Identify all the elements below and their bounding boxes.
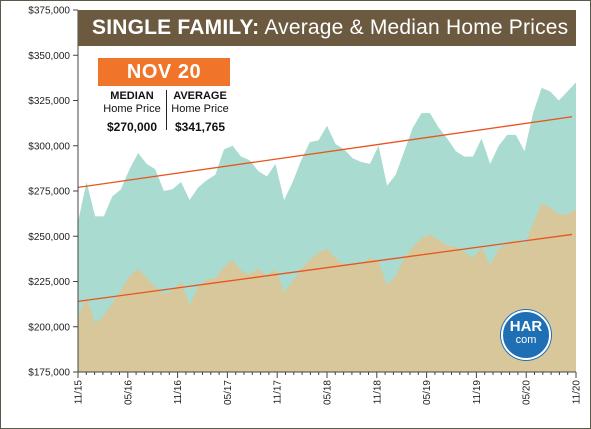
trendline-median [77,233,573,303]
x-tick-label: 11/17 [273,380,284,405]
month-badge: NOV 20 [98,58,230,86]
chart-title-bold: SINGLE FAMILY: [92,16,260,39]
y-tick-label: $375,000 [28,6,70,17]
trendline-average [77,116,573,189]
median-label: MEDIAN [110,90,154,102]
median-value: $270,000 [106,120,158,134]
y-tick-label: $325,000 [28,96,70,107]
x-tick-label: 11/19 [472,380,483,405]
x-tick-label: 05/18 [323,380,334,405]
x-tick-label: 11/16 [173,380,184,405]
median-sublabel: Home Price [103,103,161,115]
stat-divider [166,90,167,130]
area-median [78,203,576,372]
average-label: AVERAGE [173,90,227,102]
har-logo-subtext: com [515,334,537,346]
x-tick-label: 11/18 [372,380,383,405]
x-tick-label: 11/15 [74,380,85,405]
har-logo-text: HAR [509,318,543,335]
y-tick-label: $200,000 [28,322,70,333]
y-tick-label: $250,000 [28,232,70,243]
y-tick-label: $350,000 [28,51,70,62]
x-tick-label: 05/17 [223,380,234,405]
median-stat: MEDIAN Home Price $270,000 [97,90,167,134]
y-tick-label: $300,000 [28,141,70,152]
x-tick-label: 05/20 [522,380,533,405]
average-value: $341,765 [174,120,226,134]
average-stat: AVERAGE Home Price $341,765 [165,90,235,134]
x-tick-label: 05/19 [422,380,433,405]
har-logo: HAR com [501,310,551,360]
chart-title-rest: Average & Median Home Prices [264,16,569,39]
x-tick-label: 11/20 [572,380,583,405]
average-sublabel: Home Price [171,103,229,115]
y-tick-label: $275,000 [28,187,70,198]
chart-title: SINGLE FAMILY: Average & Median Home Pri… [78,10,576,46]
y-tick-label: $175,000 [28,368,70,379]
x-tick-label: 05/16 [123,380,134,405]
y-tick-label: $225,000 [28,277,70,288]
